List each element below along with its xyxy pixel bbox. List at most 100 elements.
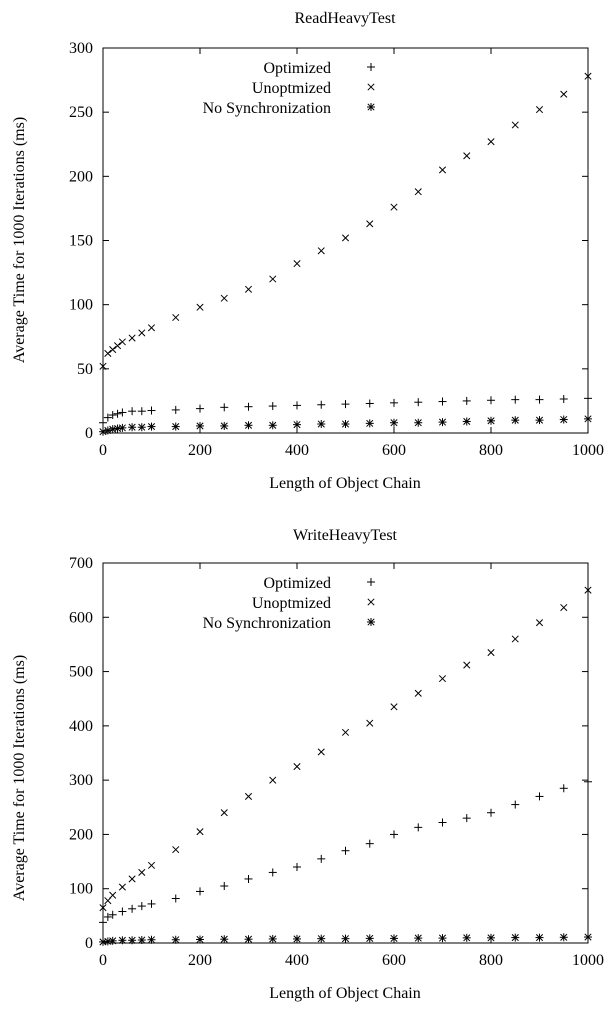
data-point-star (414, 418, 423, 427)
data-point-star (462, 417, 471, 426)
data-point-star (293, 934, 301, 943)
data-point-cross (109, 891, 117, 899)
data-point-cross (244, 792, 253, 800)
data-point-star (341, 934, 350, 943)
data-point-plus (103, 413, 112, 422)
x-axis-label: Length of Object Chain (269, 985, 421, 1002)
data-point-plus (268, 402, 277, 411)
data-point-plus (365, 399, 374, 408)
data-point-cross (104, 349, 112, 357)
data-point-cross (535, 106, 544, 114)
data-point-star (196, 421, 204, 430)
data-point-star (293, 420, 301, 429)
data-point-plus (511, 395, 520, 404)
y-tick-label: 0 (85, 935, 93, 952)
data-point-cross (147, 861, 156, 869)
data-point-star (365, 419, 374, 428)
x-tick-label: 600 (382, 952, 406, 969)
data-point-cross (487, 649, 495, 657)
data-point-star (559, 933, 568, 942)
data-point-plus (137, 902, 146, 911)
data-point-cross (487, 138, 495, 146)
data-point-star (118, 423, 127, 432)
data-point-star (171, 935, 180, 944)
data-point-plus (511, 800, 520, 809)
data-point-star (511, 416, 520, 425)
data-point-star (220, 421, 229, 430)
data-point-star (535, 416, 544, 425)
data-point-cross (560, 603, 568, 612)
y-tick-label: 200 (69, 826, 93, 843)
data-point-cross (463, 152, 471, 160)
data-point-plus (462, 396, 471, 405)
data-point-star (559, 415, 568, 424)
data-point-plus (103, 912, 112, 921)
legend-label: Unoptmized (252, 595, 331, 612)
data-point-plus (118, 408, 127, 417)
data-point-cross (438, 166, 447, 174)
legend-markers (367, 63, 375, 111)
data-point-cross (138, 868, 146, 876)
data-point-star (438, 418, 447, 427)
data-point-star (390, 418, 398, 427)
data-point-cross (366, 719, 374, 727)
data-point-plus (128, 904, 137, 913)
chart-title: WriteHeavyTest (293, 527, 398, 544)
data-point-cross (341, 234, 350, 242)
y-tick-label: 300 (69, 772, 93, 789)
data-point-plus (559, 394, 568, 403)
data-point-cross (511, 121, 519, 129)
data-point-star (108, 936, 117, 945)
data-point-cross (128, 875, 136, 883)
tick-group: 0 200 400 600 800 1000 0 50 100 150 200 250 300 (69, 40, 604, 459)
data-point-plus (341, 846, 350, 855)
data-point-plus (118, 907, 127, 916)
plot-frame (102, 47, 589, 434)
legend-label: Unoptmized (252, 80, 331, 97)
data-point-plus (220, 403, 229, 412)
legend-label: No Synchronization (203, 615, 331, 632)
data-point-plus (268, 868, 277, 877)
data-points (99, 72, 592, 436)
x-axis-label: Length of Object Chain (269, 475, 421, 492)
data-point-plus (414, 398, 423, 407)
data-point-cross (109, 346, 117, 354)
data-point-star (317, 934, 326, 943)
legend: Optimized Unoptmized No Synchronization (203, 575, 375, 632)
data-point-cross (113, 342, 122, 350)
data-point-plus (293, 401, 301, 410)
data-point-star (171, 422, 180, 431)
data-point-cross (138, 329, 146, 337)
data-point-cross (560, 90, 568, 98)
x-tick-label: 1000 (572, 952, 604, 969)
data-point-plus (293, 863, 301, 871)
data-point-cross (511, 635, 519, 643)
data-point-cross (220, 294, 228, 302)
y-tick-label: 0 (85, 425, 93, 442)
data-point-plus (196, 887, 204, 896)
data-point-star (196, 935, 204, 944)
tick-group: 0 200 400 600 800 1000 0 100 200 300 400 500 600 700 (69, 555, 604, 969)
data-point-star (390, 934, 398, 943)
x-tick-label: 0 (99, 442, 107, 459)
y-tick-label: 250 (69, 104, 93, 121)
data-point-cross (341, 728, 350, 736)
data-point-star (462, 933, 471, 942)
data-point-cross (463, 661, 471, 669)
data-point-star (128, 423, 137, 432)
y-tick-label: 500 (69, 664, 93, 681)
data-point-cross (172, 846, 180, 854)
legend-marker-cross (367, 598, 375, 606)
data-point-plus (171, 405, 180, 414)
legend-marker-plus (367, 578, 375, 586)
data-point-star (365, 934, 374, 943)
data-point-star (535, 933, 544, 942)
y-tick-label: 600 (69, 609, 93, 626)
data-point-star (220, 935, 229, 944)
data-point-star (244, 421, 253, 430)
data-point-star (244, 935, 253, 944)
data-point-cross (414, 689, 422, 697)
data-point-cross (293, 763, 301, 771)
data-point-cross (196, 303, 204, 311)
